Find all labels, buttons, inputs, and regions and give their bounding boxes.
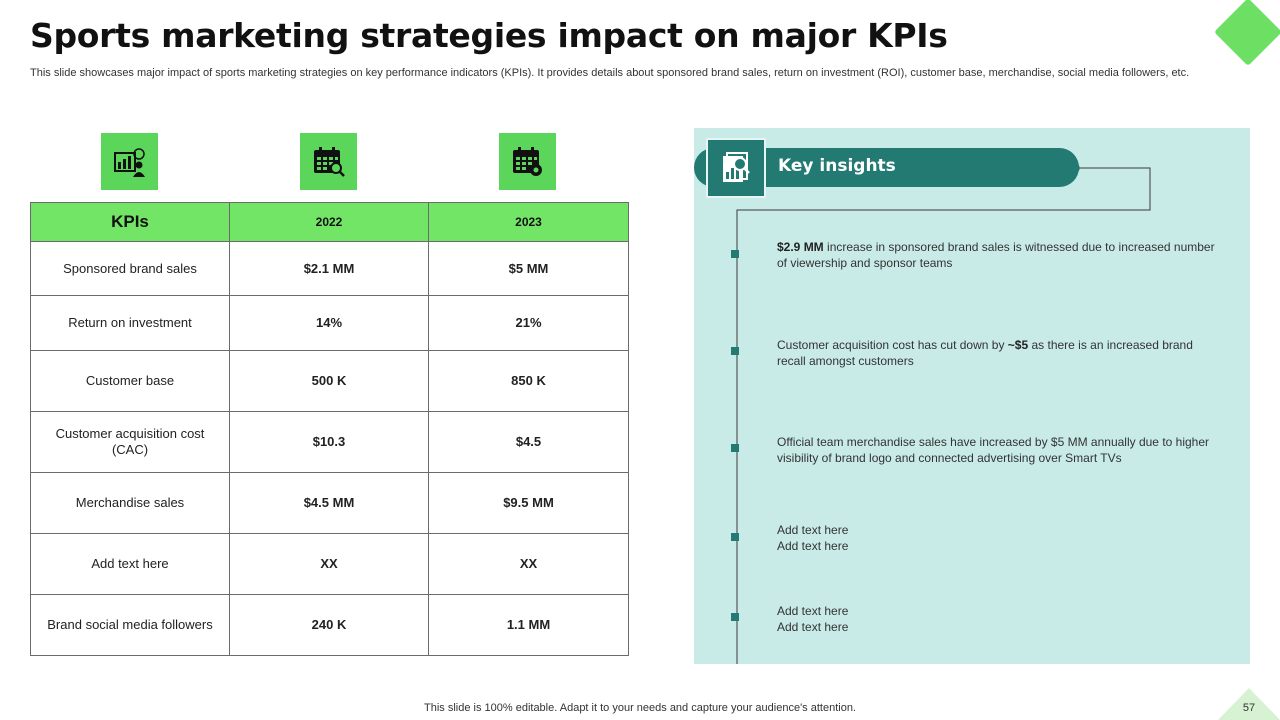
value-2023: 850 K: [428, 350, 629, 412]
kpi-name: Customer acquisition cost (CAC): [30, 411, 230, 473]
value-2023: XX: [428, 533, 629, 595]
insight-text: as there is an increased brand recall am…: [777, 338, 1193, 368]
value-2022: $10.3: [229, 411, 429, 473]
header-kpis: KPIs: [30, 202, 230, 242]
header-2022: 2022: [229, 202, 429, 242]
insight-line: Add text here: [777, 523, 849, 537]
kpi-name: Add text here: [30, 533, 230, 595]
insight-item: Add text here Add text here: [777, 522, 1217, 554]
insight-line: Add text here: [777, 620, 849, 634]
table-row: Sponsored brand sales $2.1 MM $5 MM: [30, 241, 629, 296]
insight-text-pre: Customer acquisition cost has cut down b…: [777, 338, 1008, 352]
table-row: Brand social media followers 240 K 1.1 M…: [30, 594, 629, 656]
value-2023: $4.5: [428, 411, 629, 473]
value-2023: $5 MM: [428, 241, 629, 296]
header-2023: 2023: [428, 202, 629, 242]
slide-subtitle: This slide showcases major impact of spo…: [30, 67, 1190, 79]
value-2022: 14%: [229, 295, 429, 351]
insight-highlight: ~$5: [1007, 338, 1029, 352]
value-2023: $9.5 MM: [428, 472, 629, 534]
page-number: 57: [1242, 702, 1256, 714]
key-insights-title: Key insights: [778, 156, 896, 176]
table-row: Customer acquisition cost (CAC) $10.3 $4…: [30, 411, 629, 473]
kpi-name: Brand social media followers: [30, 594, 230, 656]
kpi-name: Customer base: [30, 350, 230, 412]
table-row: Customer base 500 K 850 K: [30, 350, 629, 412]
value-2022: XX: [229, 533, 429, 595]
insight-item: Official team merchandise sales have inc…: [777, 434, 1217, 466]
key-insights-header: [724, 148, 1079, 187]
insight-line: Add text here: [777, 604, 849, 618]
key-insights-panel: [694, 128, 1250, 664]
insight-item: Customer acquisition cost has cut down b…: [777, 337, 1217, 369]
kpi-table: KPIs 2022 2023 Sponsored brand sales $2.…: [30, 202, 629, 656]
report-icon: [706, 138, 766, 198]
value-2022: 240 K: [229, 594, 429, 656]
insight-highlight: $2.9 MM: [777, 240, 824, 254]
insight-line: Add text here: [777, 539, 849, 553]
calendar-search-icon: [300, 133, 357, 190]
table-header-row: KPIs 2022 2023: [30, 202, 629, 242]
insight-item: $2.9 MM increase in sponsored brand sale…: [777, 239, 1217, 271]
value-2023: 21%: [428, 295, 629, 351]
insight-item: Add text here Add text here: [777, 603, 1217, 635]
table-row: Merchandise sales $4.5 MM $9.5 MM: [30, 472, 629, 534]
insight-text: Official team merchandise sales have inc…: [777, 435, 1210, 465]
insight-text: increase in sponsored brand sales is wit…: [777, 240, 1215, 270]
table-row: Return on investment 14% 21%: [30, 295, 629, 351]
calendar-settings-icon: [499, 133, 556, 190]
page-number-badge: [1218, 688, 1280, 720]
kpi-name: Sponsored brand sales: [30, 241, 230, 296]
value-2023: 1.1 MM: [428, 594, 629, 656]
kpi-name: Merchandise sales: [30, 472, 230, 534]
footer-note: This slide is 100% editable. Adapt it to…: [424, 702, 856, 714]
slide-title: Sports marketing strategies impact on ma…: [30, 16, 948, 55]
kpi-presentation-icon: [101, 133, 158, 190]
table-row: Add text here XX XX: [30, 533, 629, 595]
